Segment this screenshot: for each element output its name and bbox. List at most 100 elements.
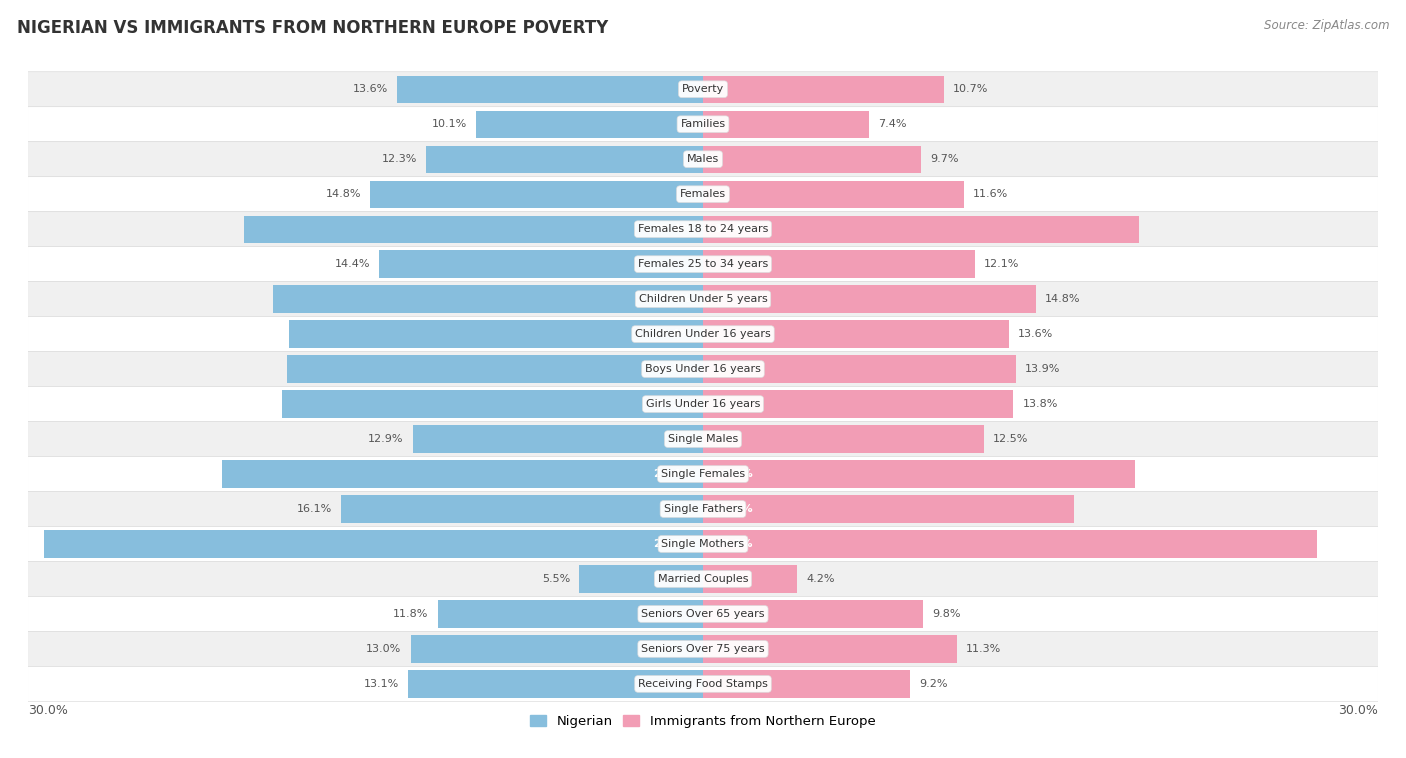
FancyBboxPatch shape — [28, 177, 1378, 211]
Text: 29.3%: 29.3% — [654, 539, 692, 549]
Text: 13.6%: 13.6% — [1018, 329, 1053, 339]
Text: 10.1%: 10.1% — [432, 119, 467, 129]
Text: 16.5%: 16.5% — [714, 504, 752, 514]
Bar — [703, 321, 1010, 348]
Bar — [703, 250, 976, 277]
Text: Males: Males — [688, 154, 718, 164]
Legend: Nigerian, Immigrants from Northern Europe: Nigerian, Immigrants from Northern Europ… — [524, 709, 882, 733]
Bar — [703, 390, 1014, 418]
Text: Poverty: Poverty — [682, 84, 724, 94]
Text: Seniors Over 65 years: Seniors Over 65 years — [641, 609, 765, 619]
Text: 21.4%: 21.4% — [652, 469, 692, 479]
FancyBboxPatch shape — [28, 107, 1378, 142]
Text: 9.7%: 9.7% — [931, 154, 959, 164]
Bar — [703, 146, 921, 173]
Bar — [380, 250, 703, 277]
Bar — [396, 76, 703, 103]
Bar — [475, 111, 703, 138]
Bar — [426, 146, 703, 173]
Text: Children Under 5 years: Children Under 5 years — [638, 294, 768, 304]
Text: Females: Females — [681, 190, 725, 199]
Text: 27.3%: 27.3% — [714, 539, 752, 549]
Bar — [222, 460, 703, 487]
Text: 13.9%: 13.9% — [1025, 364, 1060, 374]
Text: 16.1%: 16.1% — [297, 504, 332, 514]
Text: Married Couples: Married Couples — [658, 574, 748, 584]
Text: 20.4%: 20.4% — [654, 224, 692, 234]
FancyBboxPatch shape — [28, 597, 1378, 631]
Text: 12.1%: 12.1% — [984, 259, 1019, 269]
Text: 30.0%: 30.0% — [28, 704, 67, 717]
Text: 18.5%: 18.5% — [654, 364, 692, 374]
Text: 14.8%: 14.8% — [326, 190, 361, 199]
Text: 11.6%: 11.6% — [973, 190, 1008, 199]
Text: 12.5%: 12.5% — [993, 434, 1029, 444]
Text: Boys Under 16 years: Boys Under 16 years — [645, 364, 761, 374]
Bar — [703, 670, 910, 697]
FancyBboxPatch shape — [28, 562, 1378, 597]
Bar — [703, 635, 957, 662]
Bar — [703, 215, 1139, 243]
FancyBboxPatch shape — [28, 142, 1378, 177]
Bar — [703, 111, 869, 138]
Text: 13.0%: 13.0% — [367, 644, 402, 654]
Bar — [703, 460, 1135, 487]
Bar — [703, 356, 1015, 383]
FancyBboxPatch shape — [28, 282, 1378, 317]
Text: 14.4%: 14.4% — [335, 259, 370, 269]
Bar — [703, 76, 943, 103]
Text: Single Mothers: Single Mothers — [661, 539, 745, 549]
Text: 11.8%: 11.8% — [394, 609, 429, 619]
Text: Single Fathers: Single Fathers — [664, 504, 742, 514]
Bar — [703, 496, 1074, 523]
Text: Families: Families — [681, 119, 725, 129]
Text: NIGERIAN VS IMMIGRANTS FROM NORTHERN EUROPE POVERTY: NIGERIAN VS IMMIGRANTS FROM NORTHERN EUR… — [17, 19, 609, 37]
Bar — [703, 180, 965, 208]
Bar — [703, 565, 797, 593]
Text: 13.6%: 13.6% — [353, 84, 388, 94]
FancyBboxPatch shape — [28, 456, 1378, 491]
Bar — [703, 425, 984, 453]
FancyBboxPatch shape — [28, 211, 1378, 246]
FancyBboxPatch shape — [28, 491, 1378, 527]
FancyBboxPatch shape — [28, 72, 1378, 107]
Bar — [579, 565, 703, 593]
FancyBboxPatch shape — [28, 666, 1378, 701]
Bar — [703, 286, 1036, 313]
Text: 18.4%: 18.4% — [652, 329, 692, 339]
Bar — [703, 531, 1317, 558]
Text: 9.8%: 9.8% — [932, 609, 960, 619]
Bar — [44, 531, 703, 558]
Text: 13.1%: 13.1% — [364, 679, 399, 689]
Text: 14.8%: 14.8% — [1045, 294, 1080, 304]
Bar — [273, 286, 703, 313]
Text: 18.7%: 18.7% — [654, 399, 692, 409]
Text: Girls Under 16 years: Girls Under 16 years — [645, 399, 761, 409]
Text: 12.9%: 12.9% — [368, 434, 404, 444]
Text: Single Females: Single Females — [661, 469, 745, 479]
Text: 12.3%: 12.3% — [382, 154, 418, 164]
Text: 10.7%: 10.7% — [953, 84, 988, 94]
FancyBboxPatch shape — [28, 317, 1378, 352]
Text: 19.4%: 19.4% — [714, 224, 754, 234]
Bar — [287, 356, 703, 383]
Bar — [370, 180, 703, 208]
Text: 5.5%: 5.5% — [543, 574, 571, 584]
Text: Females 25 to 34 years: Females 25 to 34 years — [638, 259, 768, 269]
Text: 19.2%: 19.2% — [714, 469, 754, 479]
Text: Females 18 to 24 years: Females 18 to 24 years — [638, 224, 768, 234]
Text: 7.4%: 7.4% — [879, 119, 907, 129]
FancyBboxPatch shape — [28, 246, 1378, 282]
Text: 13.8%: 13.8% — [1022, 399, 1057, 409]
Bar — [290, 321, 703, 348]
Text: 30.0%: 30.0% — [1339, 704, 1378, 717]
Bar — [245, 215, 703, 243]
FancyBboxPatch shape — [28, 527, 1378, 562]
Bar — [413, 425, 703, 453]
Bar — [340, 496, 703, 523]
Bar — [411, 635, 703, 662]
FancyBboxPatch shape — [28, 387, 1378, 421]
Text: 9.2%: 9.2% — [920, 679, 948, 689]
FancyBboxPatch shape — [28, 421, 1378, 456]
Text: Receiving Food Stamps: Receiving Food Stamps — [638, 679, 768, 689]
